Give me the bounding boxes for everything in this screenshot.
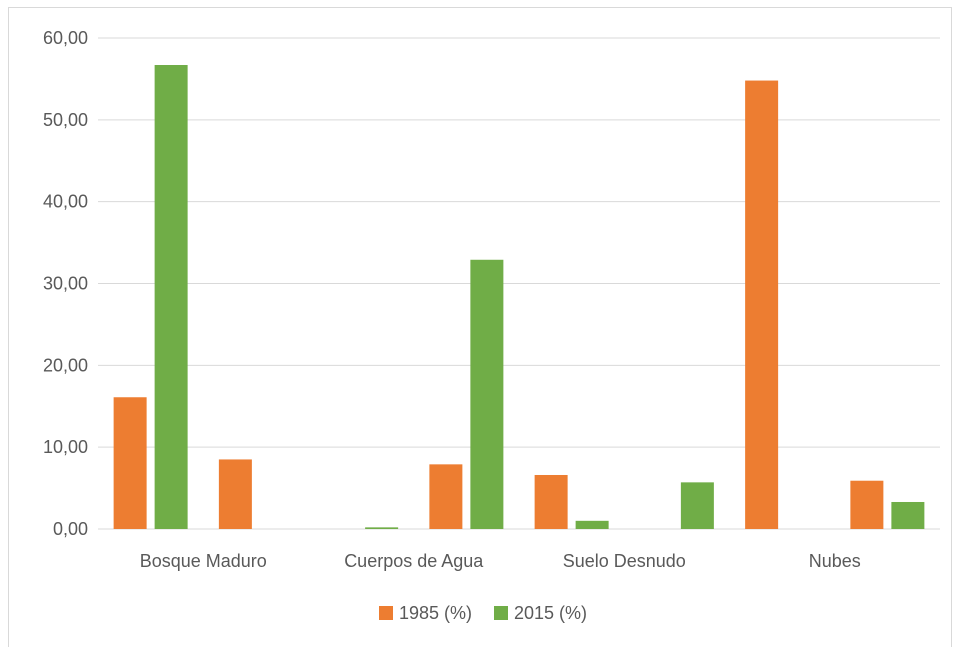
bar-series2 bbox=[154, 65, 188, 529]
bar-series2 bbox=[470, 259, 504, 529]
y-tick-label: 50,00 bbox=[43, 110, 88, 130]
legend-swatch bbox=[379, 606, 393, 620]
bar-series2 bbox=[680, 482, 714, 529]
bar-series1 bbox=[745, 80, 779, 529]
bar-series1 bbox=[218, 459, 252, 529]
bar-series2 bbox=[365, 527, 399, 529]
y-tick-label: 30,00 bbox=[43, 274, 88, 294]
bars bbox=[113, 65, 925, 529]
legend: 1985 (%) 2015 (%) bbox=[379, 603, 587, 623]
legend-label: 1985 (%) bbox=[399, 603, 472, 623]
x-category-label: Nubes bbox=[809, 551, 861, 571]
y-tick-label: 10,00 bbox=[43, 437, 88, 457]
y-axis-tick-labels: 0,00 10,00 20,00 30,00 40,00 50,00 60,00 bbox=[43, 28, 88, 539]
y-tick-label: 60,00 bbox=[43, 28, 88, 48]
legend-swatch bbox=[494, 606, 508, 620]
bar-series2 bbox=[575, 520, 609, 529]
x-category-label: Bosque Maduro bbox=[140, 551, 267, 571]
bar-series1 bbox=[113, 397, 147, 529]
gridlines bbox=[98, 37, 940, 530]
y-tick-label: 40,00 bbox=[43, 192, 88, 212]
bar-series1 bbox=[850, 480, 884, 529]
y-tick-label: 20,00 bbox=[43, 355, 88, 375]
legend-label: 2015 (%) bbox=[514, 603, 587, 623]
bar-series1 bbox=[534, 474, 568, 529]
x-category-label: Cuerpos de Agua bbox=[344, 551, 484, 571]
bar-series1 bbox=[429, 464, 463, 529]
x-axis-category-labels: Bosque Maduro Cuerpos de Agua Suelo Desnud… bbox=[140, 551, 861, 571]
bar-series2 bbox=[891, 501, 925, 529]
x-category-label: Suelo Desnudo bbox=[563, 551, 686, 571]
y-tick-label: 0,00 bbox=[53, 519, 88, 539]
